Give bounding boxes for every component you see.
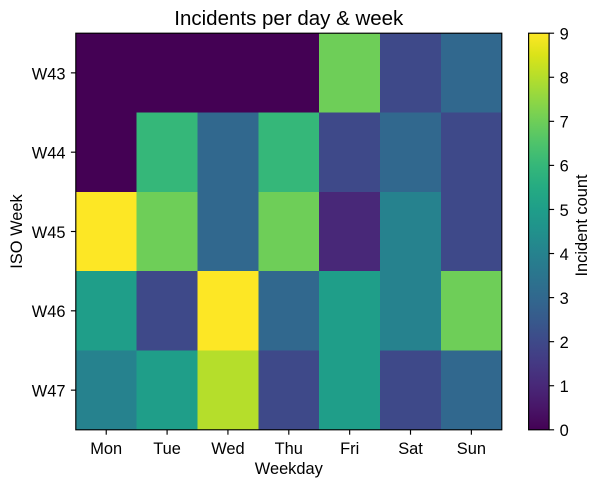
svg-text:ISO Week: ISO Week bbox=[8, 194, 26, 269]
svg-text:5: 5 bbox=[560, 202, 569, 220]
svg-text:Sun: Sun bbox=[457, 440, 486, 458]
svg-text:W47: W47 bbox=[32, 383, 66, 401]
svg-text:9: 9 bbox=[560, 26, 569, 44]
svg-text:7: 7 bbox=[560, 114, 569, 132]
svg-text:1: 1 bbox=[560, 378, 569, 396]
svg-text:W43: W43 bbox=[32, 65, 66, 83]
svg-text:Wed: Wed bbox=[211, 440, 244, 458]
svg-text:W45: W45 bbox=[32, 224, 66, 242]
svg-text:Sat: Sat bbox=[398, 440, 423, 458]
svg-text:Incidents per day & week: Incidents per day & week bbox=[174, 7, 404, 30]
svg-text:W46: W46 bbox=[32, 303, 66, 321]
svg-text:Thu: Thu bbox=[275, 440, 303, 458]
svg-text:2: 2 bbox=[560, 334, 569, 352]
svg-text:Weekday: Weekday bbox=[255, 460, 324, 478]
svg-text:3: 3 bbox=[560, 290, 569, 308]
svg-text:0: 0 bbox=[560, 422, 569, 440]
svg-text:Tue: Tue bbox=[153, 440, 181, 458]
svg-text:W44: W44 bbox=[32, 145, 66, 163]
svg-text:Fri: Fri bbox=[340, 440, 359, 458]
svg-text:Mon: Mon bbox=[90, 440, 122, 458]
svg-text:6: 6 bbox=[560, 158, 569, 176]
svg-text:4: 4 bbox=[560, 246, 569, 264]
svg-text:Incident count: Incident count bbox=[573, 174, 591, 277]
svg-text:8: 8 bbox=[560, 70, 569, 88]
